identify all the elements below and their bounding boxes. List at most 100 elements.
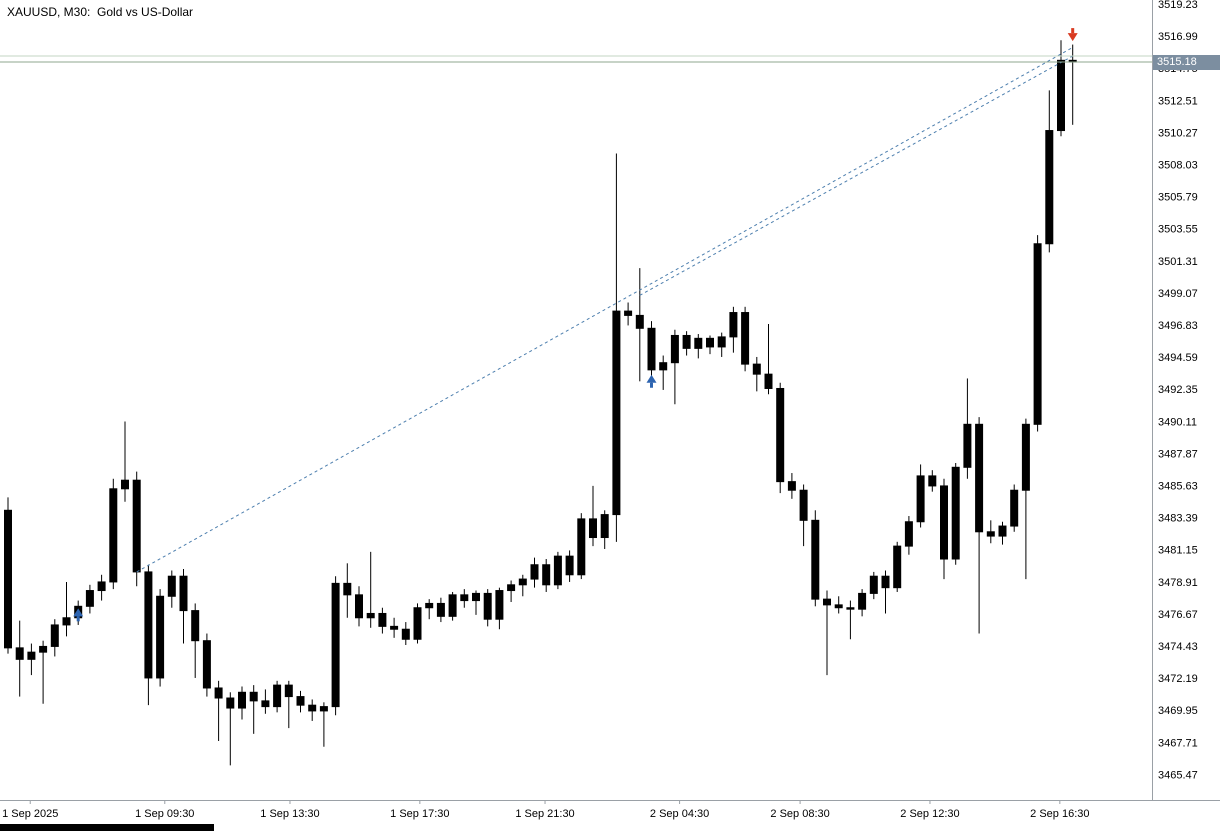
x-axis-label: 2 Sep 04:30 <box>650 808 709 820</box>
candle <box>401 622 410 645</box>
price-lines-layer <box>0 55 1152 63</box>
candle <box>565 550 574 582</box>
candle <box>167 570 176 608</box>
candle <box>1045 90 1054 253</box>
x-axis-label: 2 Sep 12:30 <box>900 808 959 820</box>
candle <box>460 589 469 608</box>
candle <box>1021 418 1030 580</box>
y-axis-label: 3503.55 <box>1158 224 1198 236</box>
candle <box>261 689 270 714</box>
candle <box>904 516 913 555</box>
candle <box>132 471 141 587</box>
candle <box>998 521 1007 545</box>
x-axis-label: 1 Sep 09:30 <box>135 808 194 820</box>
candle <box>390 617 399 638</box>
candle <box>202 633 211 697</box>
y-axis-label: 3508.03 <box>1158 160 1198 172</box>
x-axis-label: 1 Sep 2025 <box>2 808 58 820</box>
y-axis-label: 3490.11 <box>1158 416 1197 428</box>
candle <box>1057 40 1065 137</box>
candle <box>647 321 656 383</box>
candle <box>483 589 492 627</box>
y-axis-label: 3474.43 <box>1158 641 1198 653</box>
trendlines-layer[interactable] <box>136 46 1073 573</box>
candle <box>97 574 106 601</box>
candle <box>940 478 948 580</box>
candle <box>776 382 785 494</box>
candle <box>881 570 890 614</box>
candle <box>834 596 843 614</box>
candle <box>729 306 738 353</box>
y-axis-label: 3483.39 <box>1158 513 1198 525</box>
candle <box>366 551 375 628</box>
candle <box>308 699 317 721</box>
current-price-label: 3515.18 <box>1157 56 1197 69</box>
candle <box>355 586 363 627</box>
bottom-left-bar <box>0 824 214 831</box>
candle <box>624 302 633 326</box>
candle <box>144 564 153 706</box>
candle <box>319 702 328 747</box>
candle <box>27 643 36 676</box>
y-axis-label: 3481.15 <box>1158 545 1198 557</box>
x-axis-labels[interactable]: 1 Sep 2025 1 Sep 09:30 1 Sep 13:30 1 Sep 17… <box>2 800 1090 820</box>
candle <box>1010 484 1019 532</box>
trendline[interactable] <box>136 46 1073 573</box>
candle <box>659 355 668 390</box>
y-axis-label: 3516.99 <box>1158 31 1198 43</box>
candle <box>4 497 12 654</box>
y-axis-label: 3472.19 <box>1158 673 1198 685</box>
axis-frame <box>0 0 1220 801</box>
candles-layer <box>4 40 1077 766</box>
candle <box>717 332 726 357</box>
y-axis-label: 3492.35 <box>1158 384 1198 396</box>
x-axis-label: 2 Sep 08:30 <box>770 808 829 820</box>
candle <box>226 692 235 766</box>
candle <box>928 470 937 492</box>
y-axis-label: 3496.83 <box>1158 320 1198 332</box>
x-axis-label: 2 Sep 16:30 <box>1030 808 1089 820</box>
candle <box>121 421 129 502</box>
buy-arrow-icon[interactable] <box>73 608 84 622</box>
candle <box>741 306 750 372</box>
y-axis-label: 3505.79 <box>1158 192 1198 204</box>
candle <box>273 680 282 713</box>
candle <box>600 510 609 549</box>
candle <box>331 576 340 716</box>
candle <box>1068 44 1077 125</box>
y-axis-label: 3485.63 <box>1158 481 1198 493</box>
chart-title: XAUUSD, M30: Gold vs US-Dollar <box>7 5 194 19</box>
candle <box>436 597 445 623</box>
candle <box>811 510 820 607</box>
candle <box>589 485 597 547</box>
x-axis-label: 1 Sep 17:30 <box>390 808 449 820</box>
candle <box>472 590 480 615</box>
candle <box>858 589 867 617</box>
candle <box>109 478 118 590</box>
y-axis-label: 3499.07 <box>1158 288 1198 300</box>
y-axis-labels[interactable]: 3519.233516.993514.753512.513510.273508.… <box>1158 0 1198 781</box>
y-axis-label: 3467.71 <box>1158 737 1198 749</box>
markers-layer[interactable] <box>73 28 1078 622</box>
candle <box>62 581 71 637</box>
y-axis-label: 3494.59 <box>1158 352 1198 364</box>
candle <box>542 559 551 592</box>
buy-arrow-icon[interactable] <box>646 374 657 388</box>
candle <box>553 551 562 590</box>
candle <box>179 569 188 644</box>
y-axis-label: 3512.51 <box>1158 95 1198 107</box>
candle <box>238 686 246 720</box>
candle <box>752 356 761 392</box>
trendline[interactable] <box>639 55 1073 296</box>
sell-arrow-icon[interactable] <box>1067 28 1078 42</box>
candle <box>846 600 855 640</box>
candle <box>425 599 434 620</box>
candle <box>799 484 808 547</box>
candle <box>823 590 831 676</box>
candle <box>975 417 984 634</box>
candle <box>893 541 902 592</box>
candle <box>577 513 586 580</box>
candle <box>378 607 387 634</box>
